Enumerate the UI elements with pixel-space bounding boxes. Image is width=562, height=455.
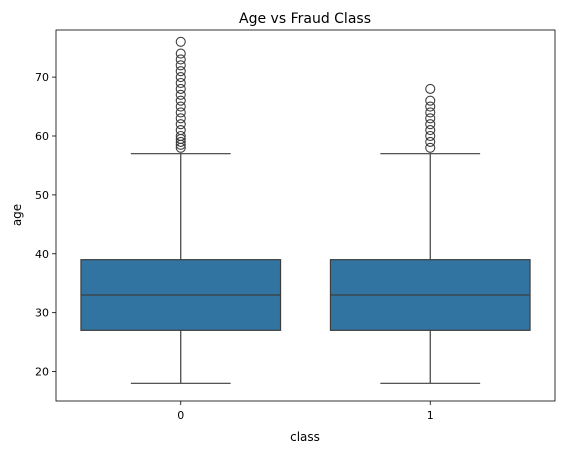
outlier-point bbox=[175, 83, 186, 94]
outlier-point bbox=[175, 36, 186, 47]
outlier-point bbox=[175, 107, 186, 118]
outlier-point bbox=[175, 72, 186, 83]
outlier-point bbox=[175, 54, 186, 65]
outlier-point bbox=[175, 77, 186, 89]
outlier-point bbox=[425, 83, 436, 94]
outlier-point bbox=[425, 113, 436, 124]
box-group-1 bbox=[329, 83, 531, 384]
outlier-point bbox=[425, 107, 436, 118]
x-axis-label: class bbox=[290, 430, 320, 444]
outlier-point bbox=[425, 95, 436, 106]
outlier-point bbox=[425, 130, 436, 142]
outlier-point bbox=[425, 119, 436, 130]
y-axis-label: age bbox=[10, 204, 24, 226]
y-tick-label: 20 bbox=[35, 366, 49, 379]
x-tick-label: 0 bbox=[177, 409, 184, 422]
y-axis: 20 30 40 50 60 70 bbox=[35, 71, 56, 379]
outlier-point bbox=[425, 101, 436, 112]
plot-frame bbox=[55, 29, 556, 402]
outlier-point bbox=[175, 130, 186, 142]
outlier-point bbox=[175, 95, 186, 106]
outlier-point bbox=[175, 48, 186, 59]
outlier-point bbox=[175, 89, 186, 100]
y-tick-label: 60 bbox=[35, 130, 49, 143]
y-tick-label: 50 bbox=[35, 189, 49, 202]
y-tick-label: 30 bbox=[35, 307, 49, 320]
outlier-point bbox=[175, 136, 186, 147]
outlier-point bbox=[425, 142, 436, 153]
outlier-point bbox=[175, 113, 186, 124]
x-tick-label: 1 bbox=[427, 409, 434, 422]
outlier-point bbox=[425, 136, 436, 147]
outlier-point bbox=[175, 125, 186, 136]
outlier-point bbox=[175, 66, 186, 77]
chart-title: Age vs Fraud Class bbox=[239, 11, 371, 27]
plot-area bbox=[80, 36, 531, 384]
y-tick-label: 40 bbox=[35, 248, 49, 261]
outlier-point bbox=[175, 101, 186, 112]
outlier-point bbox=[425, 125, 436, 136]
outlier-point bbox=[175, 60, 186, 71]
box-group-0 bbox=[80, 36, 282, 384]
outlier-point bbox=[175, 119, 186, 130]
y-tick-label: 70 bbox=[35, 71, 49, 84]
